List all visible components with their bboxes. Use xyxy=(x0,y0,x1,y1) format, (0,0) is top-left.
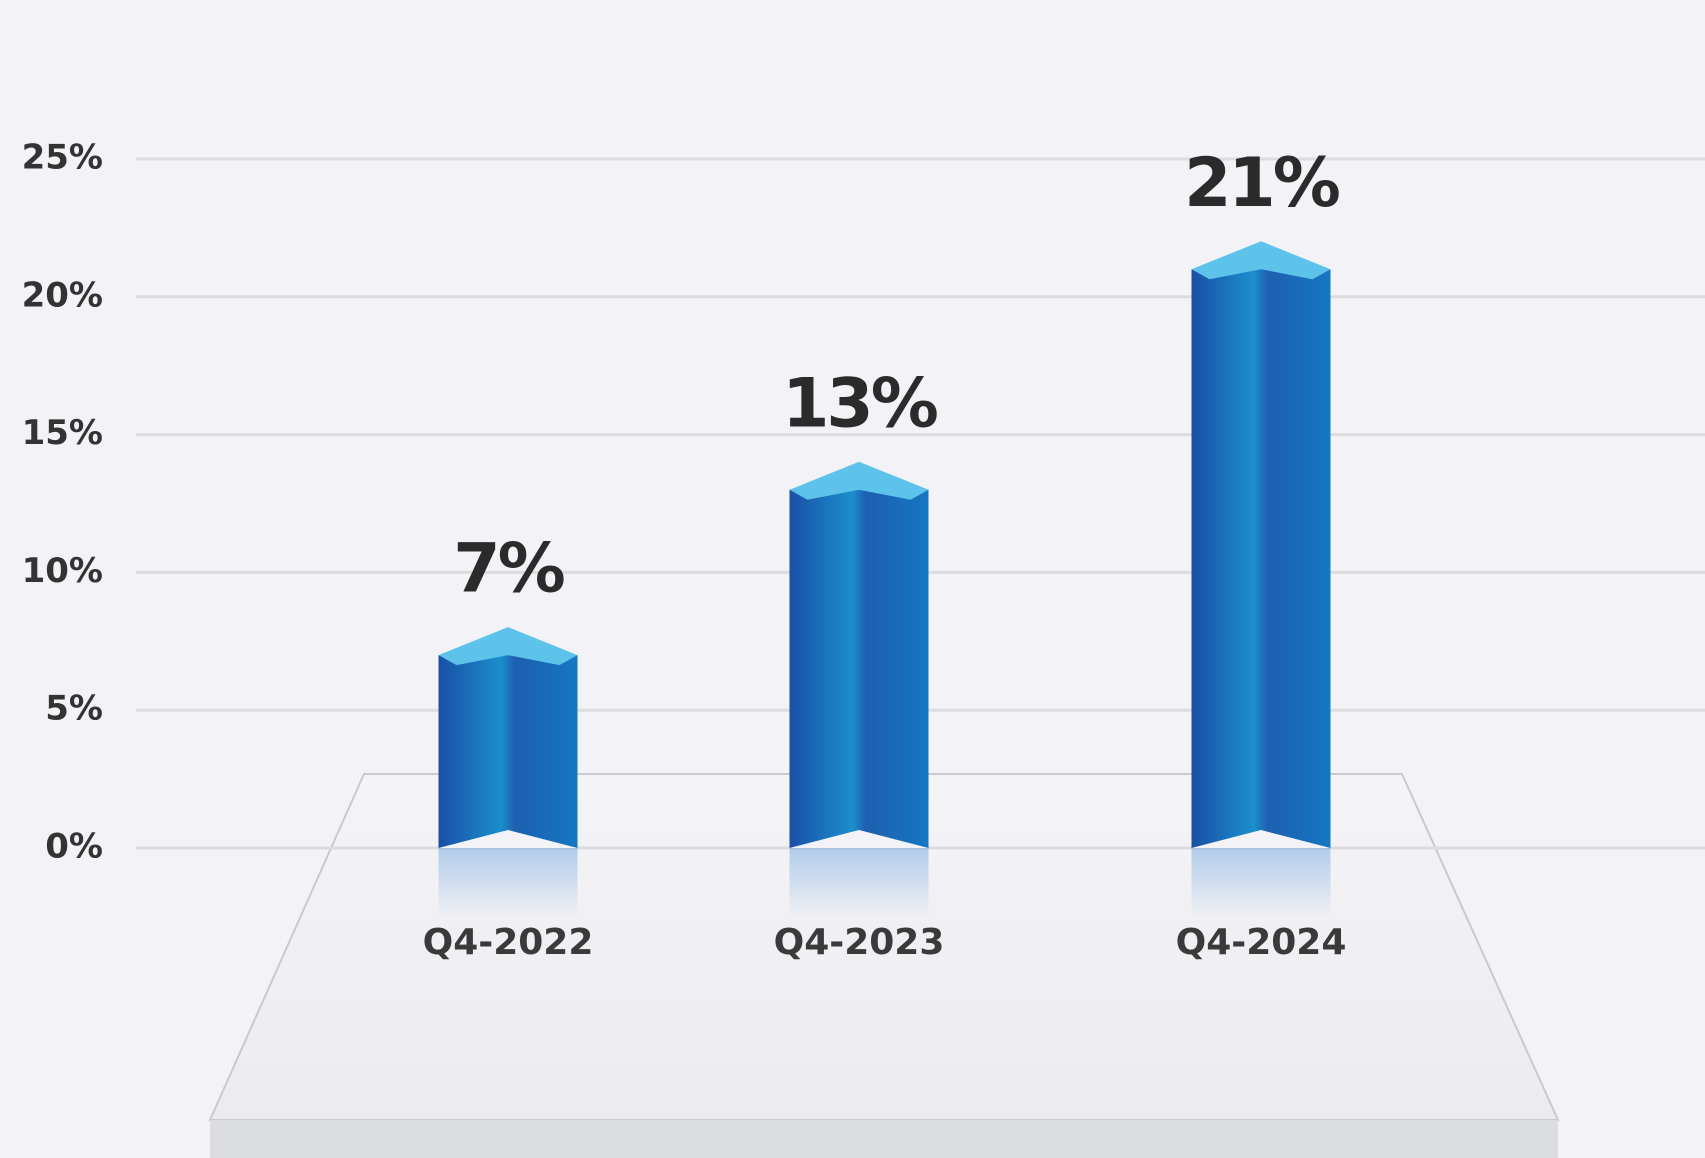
value-label: 13% xyxy=(782,364,937,443)
bar-reflection xyxy=(1191,848,1331,918)
value-label: 21% xyxy=(1184,144,1339,223)
x-tick-label: Q4-2022 xyxy=(423,922,594,963)
bar-top xyxy=(438,627,578,666)
plot: 0% 5% 10% 15% 20% 25% Q4-2022 7% Q4-2023 13% Q4-20… xyxy=(22,138,1705,963)
bar-reflection xyxy=(438,848,578,918)
value-label: 7% xyxy=(453,530,563,609)
platform-edge xyxy=(210,1120,1558,1158)
bar xyxy=(789,489,929,848)
bar xyxy=(1191,269,1331,848)
bar-bottom-notch xyxy=(789,830,929,848)
y-tick-label: 5% xyxy=(45,689,103,729)
y-tick-label: 10% xyxy=(22,551,103,591)
bar-bottom-notch xyxy=(438,830,578,848)
bar-bottom-notch xyxy=(1191,830,1331,848)
y-tick-label: 25% xyxy=(22,138,103,178)
bar-reflection xyxy=(789,848,929,918)
y-tick-label: 15% xyxy=(22,413,103,453)
bar-top xyxy=(789,461,929,500)
x-tick-label: Q4-2024 xyxy=(1176,922,1347,963)
x-tick-label: Q4-2023 xyxy=(774,922,945,963)
bar xyxy=(438,655,578,848)
y-tick-label: 20% xyxy=(22,275,103,315)
bar-top xyxy=(1191,241,1331,280)
y-tick-label: 0% xyxy=(45,827,103,867)
